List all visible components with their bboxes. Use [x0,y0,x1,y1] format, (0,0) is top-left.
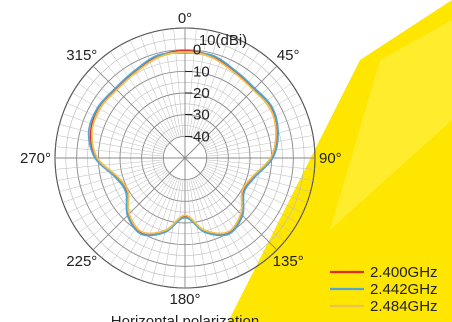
grid-spoke [205,165,307,202]
angle-label: 180° [169,291,200,308]
angle-label: 270° [20,150,51,167]
grid-spoke [205,114,307,151]
angle-label: 315° [66,47,97,64]
radial-tick-label: −40 [184,128,209,145]
grid-spoke [199,175,269,258]
grid-spoke [192,178,229,280]
angle-label: 90° [319,150,342,167]
grid-spoke [141,36,178,138]
radial-unit-label: 10(dBi) [199,32,247,49]
radial-tick-label: −20 [184,85,209,102]
radial-tick-label: 0 [193,42,201,59]
legend-label: 2.400GHz [370,264,438,281]
legend-label: 2.442GHz [370,281,438,298]
grid-spoke [141,178,178,280]
chart-caption: Horizontal polarization [111,313,259,322]
angle-label: 0° [178,10,192,27]
angle-label: 135° [273,253,304,270]
radial-tick-label: −10 [184,63,209,80]
grid-spoke [101,175,171,258]
radial-tick-label: −30 [184,107,209,124]
angle-label: 45° [277,47,300,64]
grid-spoke [63,114,165,151]
grid-spoke [63,165,165,202]
angle-label: 225° [66,253,97,270]
legend-label: 2.484GHz [370,298,438,315]
